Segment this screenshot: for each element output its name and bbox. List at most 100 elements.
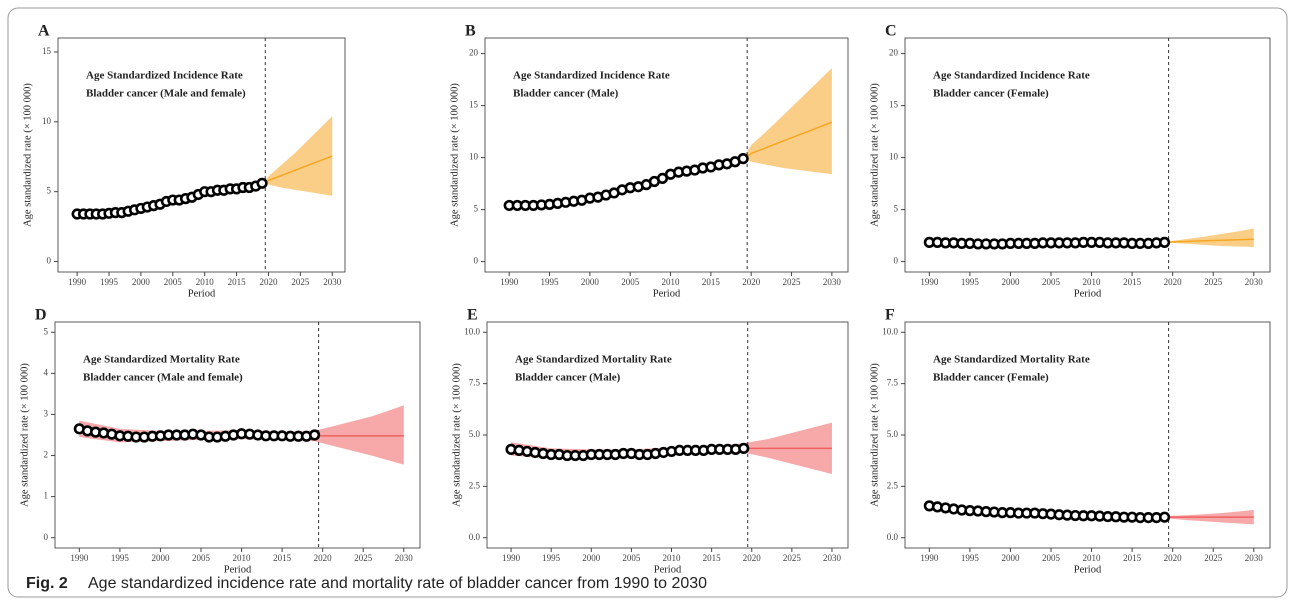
x-tick-label: 1990 bbox=[920, 553, 939, 563]
x-tick-label: 2005 bbox=[164, 277, 183, 287]
x-tick-label: 2020 bbox=[314, 553, 333, 563]
y-tick-label: 5 bbox=[47, 186, 52, 196]
observed-point bbox=[656, 172, 669, 184]
plot-frame bbox=[484, 37, 849, 273]
y-tick-label: 5 bbox=[44, 326, 49, 336]
y-axis-label: Age standardized rate (× 100 000) bbox=[869, 363, 880, 507]
y-tick-label: 0 bbox=[474, 256, 479, 266]
x-tick-label: 2025 bbox=[354, 553, 373, 563]
x-tick-label: 1990 bbox=[500, 277, 519, 287]
x-tick-label: 1990 bbox=[68, 277, 87, 287]
x-tick-label: 1995 bbox=[541, 277, 560, 287]
x-tick-label: 1990 bbox=[920, 277, 939, 287]
y-tick-label: 10 bbox=[469, 152, 479, 162]
x-tick-label: 2030 bbox=[1245, 553, 1264, 563]
observed-point bbox=[308, 429, 321, 441]
confidence-band bbox=[1164, 228, 1254, 248]
annotation: Age Standardized Mortality Rate bbox=[83, 354, 240, 366]
x-axis-label: Period bbox=[653, 288, 681, 299]
x-tick-label: 2015 bbox=[273, 553, 292, 563]
y-tick-label: 15 bbox=[42, 46, 52, 56]
x-tick-label: 2010 bbox=[196, 277, 215, 287]
y-axis-label: Age standardized rate (× 100 000) bbox=[449, 83, 460, 227]
y-tick-label: 7.5 bbox=[469, 378, 481, 388]
y-tick-label: 7.5 bbox=[887, 378, 899, 388]
x-tick-label: 2030 bbox=[823, 553, 842, 563]
annotation: Bladder cancer (Female) bbox=[933, 372, 1049, 384]
observed-point bbox=[1158, 511, 1171, 523]
x-tick-label: 2020 bbox=[1164, 277, 1183, 287]
x-tick-label: 2030 bbox=[395, 553, 414, 563]
x-axis-label: Period bbox=[654, 564, 682, 575]
annotation: Age Standardized Incidence Rate bbox=[86, 70, 243, 82]
x-axis-label: Period bbox=[224, 564, 252, 575]
x-tick-label: 2025 bbox=[291, 277, 310, 287]
x-tick-label: 2005 bbox=[192, 553, 211, 563]
x-tick-label: 2030 bbox=[823, 277, 842, 287]
observed-point bbox=[738, 442, 750, 454]
y-tick-label: 5 bbox=[474, 204, 479, 214]
y-tick-label: 10 bbox=[889, 152, 899, 162]
y-tick-label: 15 bbox=[469, 100, 479, 110]
y-tick-label: 5.0 bbox=[469, 429, 481, 439]
panel-letter: E bbox=[467, 307, 478, 324]
panel-letter: B bbox=[465, 23, 476, 40]
x-tick-label: 2025 bbox=[1204, 277, 1223, 287]
y-tick-label: 5.0 bbox=[887, 429, 899, 439]
observed-point bbox=[1158, 236, 1171, 248]
annotation: Age Standardized Incidence Rate bbox=[933, 70, 1090, 82]
x-tick-label: 1995 bbox=[961, 277, 980, 287]
y-tick-label: 0.0 bbox=[887, 532, 899, 542]
x-tick-label: 1995 bbox=[542, 553, 561, 563]
x-tick-label: 2020 bbox=[259, 277, 278, 287]
observed-point bbox=[256, 177, 268, 189]
x-tick-label: 2000 bbox=[151, 553, 170, 563]
y-tick-label: 0.0 bbox=[469, 532, 481, 542]
x-tick-label: 2015 bbox=[228, 277, 247, 287]
x-tick-label: 1995 bbox=[961, 553, 980, 563]
plot-frame bbox=[57, 37, 346, 273]
y-axis-label: Age standardized rate (× 100 000) bbox=[869, 83, 880, 227]
y-tick-label: 5 bbox=[894, 204, 899, 214]
x-tick-label: 2005 bbox=[621, 277, 640, 287]
x-tick-label: 2020 bbox=[1164, 553, 1183, 563]
x-tick-label: 2015 bbox=[702, 277, 721, 287]
y-tick-label: 10.0 bbox=[464, 326, 480, 336]
observed-point bbox=[737, 153, 749, 165]
x-axis-label: Period bbox=[1074, 564, 1102, 575]
x-tick-label: 2005 bbox=[1042, 277, 1061, 287]
annotation: Bladder cancer (Male) bbox=[513, 88, 619, 100]
x-axis-label: Period bbox=[188, 288, 216, 299]
panel-letter: C bbox=[885, 23, 897, 40]
fit-line bbox=[261, 155, 333, 184]
x-tick-label: 2015 bbox=[703, 553, 722, 563]
y-axis-label: Age standardized rate (× 100 000) bbox=[19, 363, 30, 507]
caption-label: Fig. 2 bbox=[26, 575, 68, 592]
x-tick-label: 2010 bbox=[663, 553, 682, 563]
annotation: Bladder cancer (Female) bbox=[933, 88, 1049, 100]
y-tick-label: 20 bbox=[469, 48, 479, 58]
y-tick-label: 0 bbox=[47, 256, 52, 266]
x-tick-label: 1995 bbox=[100, 277, 119, 287]
x-tick-label: 2005 bbox=[1042, 553, 1061, 563]
x-tick-label: 2010 bbox=[1083, 553, 1102, 563]
x-tick-label: 2025 bbox=[1204, 553, 1223, 563]
x-tick-label: 2000 bbox=[581, 277, 600, 287]
x-tick-label: 2015 bbox=[1123, 277, 1142, 287]
y-tick-label: 20 bbox=[889, 48, 899, 58]
y-tick-label: 1 bbox=[44, 491, 49, 501]
plot-frame bbox=[54, 321, 421, 549]
annotation: Age Standardized Incidence Rate bbox=[513, 70, 670, 82]
y-tick-label: 10.0 bbox=[882, 326, 898, 336]
x-tick-label: 1995 bbox=[111, 553, 130, 563]
y-tick-label: 4 bbox=[44, 367, 49, 377]
x-tick-label: 2000 bbox=[132, 277, 151, 287]
y-tick-label: 0 bbox=[44, 532, 49, 542]
annotation: Bladder cancer (Male) bbox=[515, 372, 621, 384]
x-tick-label: 2005 bbox=[622, 553, 641, 563]
y-tick-label: 2 bbox=[44, 450, 49, 460]
x-tick-label: 2025 bbox=[783, 553, 802, 563]
x-tick-label: 1990 bbox=[502, 553, 521, 563]
y-tick-label: 3 bbox=[44, 409, 49, 419]
